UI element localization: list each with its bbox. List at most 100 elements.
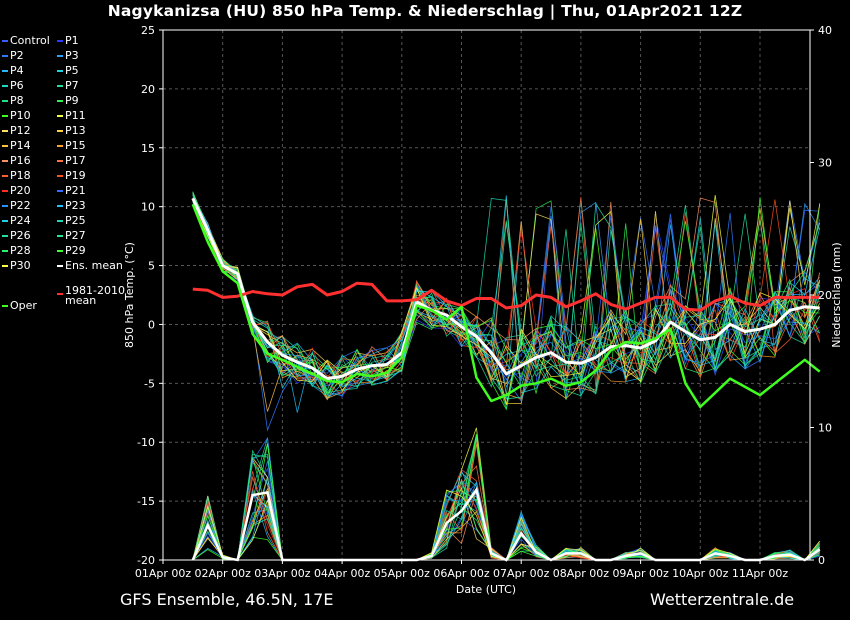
member-temp-line [192,192,821,394]
legend-swatch [2,305,8,307]
x-tick-label: 03Apr 00z [254,567,311,580]
legend-label: 1981-2010 mean [65,284,125,307]
member-temp-line [192,192,821,380]
y-tick-label: -5 [144,377,155,390]
series-line-ens-mean [191,197,820,381]
legend-swatch [2,100,8,102]
legend-label: Ens. mean [65,259,123,272]
legend-label: P9 [65,94,79,107]
x-tick-label: 09Apr 00z [612,567,669,580]
legend-swatch [57,220,63,222]
x-tick-label: 11Apr 00z [732,567,789,580]
legend-swatch [57,160,63,162]
legend-label: P15 [65,139,86,152]
legend-label: P19 [65,169,86,182]
legend-swatch [57,293,63,295]
legend-swatch [2,190,8,192]
legend-swatch [2,145,8,147]
legend-swatch [57,250,63,252]
series-line-oper [191,203,821,409]
x-axis-label: Date (UTC) [456,583,516,596]
legend-label: P6 [10,79,24,92]
legend-label: P1 [65,34,79,47]
legend-swatch [2,205,8,207]
y-tick-label-right: 10 [818,422,832,435]
legend-label: P11 [65,109,86,122]
legend-label: P28 [10,244,31,257]
legend-label: P8 [10,94,24,107]
legend-swatch [57,40,63,42]
legend-swatch [2,235,8,237]
legend-swatch [2,175,8,177]
legend-label: P17 [65,154,86,167]
legend-label: P24 [10,214,31,227]
y-tick-label: 15 [141,142,155,155]
member-temp-line [192,204,821,406]
legend-label: P18 [10,169,31,182]
legend-label: P23 [65,199,86,212]
legend-label: P12 [10,124,31,137]
legend-label: P2 [10,49,24,62]
legend-label: P7 [65,79,79,92]
legend-label: P22 [10,199,31,212]
member-temp-line [192,204,821,395]
legend-swatch [57,55,63,57]
legend-label: P14 [10,139,31,152]
legend-label: P16 [10,154,31,167]
member-temp-line [192,196,821,402]
y-tick-label: 5 [148,260,155,273]
legend-swatch [57,115,63,117]
legend-label: P20 [10,184,31,197]
plot-background [163,30,810,560]
y-tick-label: -20 [137,554,155,567]
legend-label: P13 [65,124,86,137]
x-tick-label: 04Apr 00z [314,567,371,580]
x-tick-label: 07Apr 00z [493,567,550,580]
y-tick-label: 20 [141,83,155,96]
legend-swatch [57,265,63,267]
legend-label: P4 [10,64,24,77]
member-temp-line [192,191,821,400]
legend-swatch [57,85,63,87]
y-axis-label: 850 hPa Temp. (°C) [123,242,136,348]
x-tick-label: 06Apr 00z [433,567,490,580]
legend-swatch [57,130,63,132]
member-temp-line [192,197,820,395]
y-tick-label-right: 40 [818,24,832,37]
legend-label: P29 [65,244,86,257]
y-tick-label: 10 [141,201,155,214]
y-axis-label-right: Niederschlag (mm) [830,242,843,347]
legend-label: P30 [10,259,31,272]
x-tick-label: 05Apr 00z [374,567,431,580]
member-temp-line [192,191,821,395]
legend-swatch [57,205,63,207]
legend-swatch [2,265,8,267]
y-tick-label-right: 20 [818,289,832,302]
legend-swatch [57,235,63,237]
y-tick-label-right: 0 [818,554,825,567]
legend-label: P25 [65,214,86,227]
plot-area [163,30,810,560]
legend-swatch [57,175,63,177]
footer-brand: Wetterzentrale.de [650,590,795,609]
legend-swatch [2,70,8,72]
y-tick-label: 0 [148,318,155,331]
footer-model-info: GFS Ensemble, 46.5N, 17E [120,590,334,609]
legend-swatch [2,220,8,222]
y-tick-label-right: 30 [818,157,832,170]
legend-label: P5 [65,64,79,77]
legend-swatch [57,70,63,72]
x-tick-label: 10Apr 00z [672,567,729,580]
chart-title: Nagykanizsa (HU) 850 hPa Temp. & Nieders… [107,2,743,20]
legend-swatch [2,115,8,117]
y-tick-label: -10 [137,436,155,449]
x-tick-label: 08Apr 00z [553,567,610,580]
x-tick-label: 01Apr 00z [135,567,192,580]
legend-swatch [2,160,8,162]
legend-label: P21 [65,184,86,197]
y-tick-label: -15 [137,495,155,508]
legend-swatch [2,250,8,252]
legend-swatch [57,190,63,192]
